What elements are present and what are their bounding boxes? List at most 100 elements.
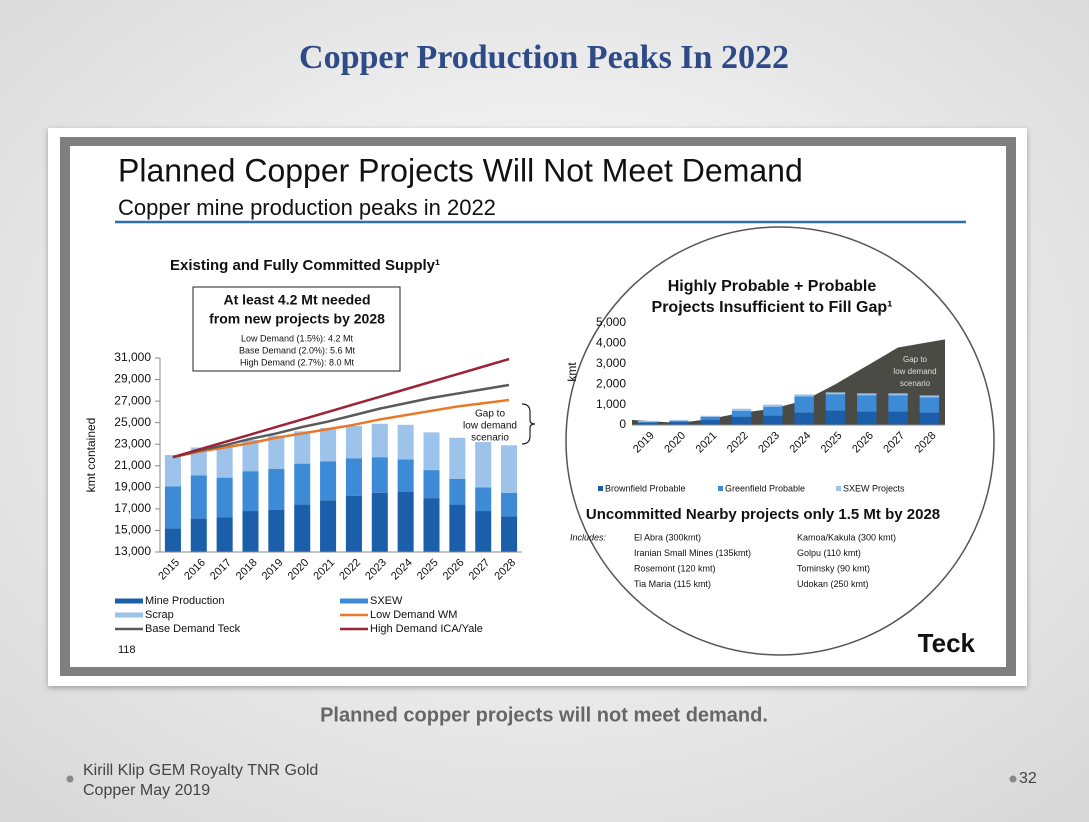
bar-segment bbox=[888, 395, 908, 412]
project-name: Udokan (250 kmt) bbox=[797, 579, 869, 589]
bar-segment bbox=[475, 487, 492, 512]
bar-segment bbox=[700, 415, 720, 417]
bar-segment bbox=[216, 445, 233, 478]
bar-segment bbox=[857, 395, 877, 412]
legend-label: High Demand ICA/Yale bbox=[370, 623, 483, 635]
gap-bracket bbox=[521, 403, 536, 445]
bar-segment bbox=[669, 419, 689, 421]
callout-circle bbox=[565, 226, 995, 656]
project-name: Tia Maria (115 kmt) bbox=[634, 579, 711, 589]
y-tick-label: 29,000 bbox=[114, 372, 151, 386]
legend-label: Brownfield Probable bbox=[605, 483, 686, 493]
annotation-title: At least 4.2 Mt needed bbox=[223, 292, 370, 308]
legend-label: Scrap bbox=[145, 609, 174, 621]
bar-segment bbox=[371, 457, 388, 493]
bar-segment bbox=[669, 421, 689, 425]
project-name: El Abra (300kmt) bbox=[634, 532, 701, 542]
bar-segment bbox=[825, 392, 846, 395]
bar-segment bbox=[888, 393, 908, 396]
demand-line bbox=[172, 357, 510, 459]
page-number: 32 bbox=[1019, 770, 1037, 787]
footer-line: Kirill Klip GEM Royalty TNR Gold bbox=[83, 762, 318, 779]
project-name: Iranian Small Mines (135kmt) bbox=[634, 548, 751, 558]
caption: Planned copper projects will not meet de… bbox=[320, 704, 768, 726]
legend-label: SXEW Projects bbox=[843, 483, 905, 493]
legend-label: Mine Production bbox=[145, 595, 225, 607]
bar-segment bbox=[190, 475, 207, 519]
bar-segment bbox=[397, 459, 414, 492]
bar-segment bbox=[268, 469, 285, 510]
panel-heading: Planned Copper Projects Will Not Meet De… bbox=[118, 152, 803, 188]
legend-label: Base Demand Teck bbox=[145, 623, 241, 635]
uncommitted-title: Uncommitted Nearby projects only 1.5 Mt … bbox=[586, 506, 940, 523]
bar-segment bbox=[731, 408, 752, 411]
bar-segment bbox=[216, 477, 233, 518]
bar-segment bbox=[475, 511, 492, 552]
y-tick-label: 27,000 bbox=[114, 393, 151, 407]
project-name: Kamoa/Kakula (300 kmt) bbox=[797, 532, 896, 542]
legend-swatch bbox=[598, 486, 603, 491]
gap-area-label: Gap to bbox=[903, 355, 928, 364]
bar-segment bbox=[763, 415, 783, 425]
bar-segment bbox=[449, 478, 466, 505]
project-name: Rosemont (120 kmt) bbox=[634, 563, 716, 573]
bar-segment bbox=[268, 435, 285, 470]
bar-segment bbox=[449, 504, 466, 552]
y-tick-label: 23,000 bbox=[114, 436, 151, 450]
gap-label: Gap to bbox=[475, 409, 505, 420]
y-tick-label: 21,000 bbox=[114, 458, 151, 472]
bar-segment bbox=[423, 432, 440, 471]
legend-label: Low Demand WM bbox=[370, 609, 457, 621]
bar-segment bbox=[825, 410, 846, 425]
y-axis-label: kmt contained bbox=[84, 418, 98, 493]
gap-area-label: scenario bbox=[900, 379, 931, 388]
bar-segment bbox=[825, 394, 846, 411]
bar-segment bbox=[423, 470, 440, 499]
bar-segment bbox=[919, 412, 940, 425]
y-tick-label: 31,000 bbox=[114, 350, 151, 364]
bar-segment bbox=[371, 423, 388, 458]
bar-segment bbox=[320, 461, 337, 501]
bar-segment bbox=[794, 412, 814, 425]
bar-segment bbox=[637, 422, 658, 425]
y-tick-label: 1,000 bbox=[596, 397, 626, 411]
bar-segment bbox=[320, 428, 337, 462]
y-tick-label: 5,000 bbox=[596, 315, 626, 329]
legend-swatch bbox=[718, 486, 723, 491]
legend-swatch bbox=[836, 486, 841, 491]
project-name: Golpu (110 kmt) bbox=[797, 548, 861, 558]
bullet bbox=[66, 775, 74, 783]
bar-segment bbox=[423, 498, 440, 552]
bar-segment bbox=[763, 404, 783, 407]
bar-segment bbox=[449, 437, 466, 479]
annotation-line: Base Demand (2.0%): 5.6 Mt bbox=[239, 345, 356, 355]
bar-segment bbox=[294, 504, 311, 552]
bar-segment bbox=[637, 421, 658, 423]
footer-line: Copper May 2019 bbox=[83, 782, 210, 799]
bar-segment bbox=[501, 516, 518, 552]
annotation-title: from new projects by 2028 bbox=[209, 311, 385, 327]
y-tick-label: 15,000 bbox=[114, 523, 151, 537]
bar-segment bbox=[501, 445, 518, 493]
bar-segment bbox=[397, 424, 414, 460]
bar-segment bbox=[190, 518, 207, 552]
bar-segment bbox=[700, 416, 720, 420]
bar-segment bbox=[294, 431, 311, 464]
bar-segment bbox=[919, 395, 940, 398]
legend-label: Greenfield Probable bbox=[725, 483, 805, 493]
bar-segment bbox=[164, 486, 181, 529]
gap-label: low demand bbox=[463, 421, 517, 432]
bar-segment bbox=[216, 517, 233, 552]
demand-line bbox=[172, 383, 510, 459]
y-tick-label: 2,000 bbox=[596, 376, 626, 390]
annotation-line: Low Demand (1.5%): 4.2 Mt bbox=[241, 333, 354, 343]
bar-segment bbox=[919, 397, 940, 413]
bar-segment bbox=[794, 396, 814, 413]
y-axis-label: kmt bbox=[565, 362, 579, 382]
bar-segment bbox=[164, 528, 181, 552]
bar-segment bbox=[763, 406, 783, 416]
chart-title: Highly Probable + Probable bbox=[668, 278, 877, 295]
bar-segment bbox=[345, 458, 362, 496]
bar-segment bbox=[794, 394, 814, 397]
bar-segment bbox=[164, 455, 181, 487]
